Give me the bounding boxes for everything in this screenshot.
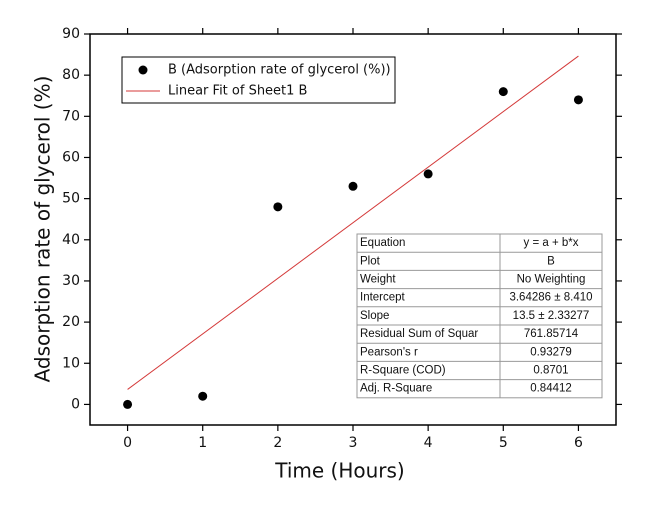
table-value: 13.5 ± 2.33277	[513, 310, 590, 322]
table-value: B	[547, 255, 555, 267]
table-key: Residual Sum of Squar	[360, 328, 478, 340]
table-key: Pearson's r	[360, 346, 418, 358]
table-value: 761.85714	[524, 328, 579, 340]
data-point	[273, 202, 283, 212]
table-key: Plot	[360, 255, 381, 267]
y-tick-label: 30	[62, 273, 80, 289]
y-tick-label: 40	[62, 232, 80, 248]
data-point	[198, 391, 208, 401]
x-tick-label: 1	[198, 435, 207, 451]
table-value: 3.64286 ± 8.410	[509, 292, 592, 304]
table-value: 0.93279	[530, 346, 572, 358]
y-tick-label: 10	[62, 355, 80, 371]
table-value: 0.8701	[533, 365, 568, 377]
table-key: R-Square (COD)	[360, 365, 446, 377]
legend-marker	[138, 65, 148, 75]
y-tick-label: 80	[62, 67, 80, 83]
data-point	[348, 181, 358, 191]
table-key: Adj. R-Square	[360, 383, 432, 395]
x-tick-label: 0	[123, 435, 132, 451]
legend-label: Linear Fit of Sheet1 B	[168, 84, 307, 99]
table-value: No Weighting	[517, 274, 586, 286]
x-tick-label: 3	[349, 435, 358, 451]
table-value: 0.84412	[530, 383, 572, 395]
y-tick-label: 60	[62, 149, 80, 165]
y-tick-label: 90	[62, 26, 80, 42]
data-point	[123, 399, 133, 409]
table-value: y = a + b*x	[524, 237, 579, 249]
data-point	[423, 169, 433, 179]
y-axis-label: Adsorption rate of glycerol (%)	[31, 76, 55, 383]
stats-table	[356, 233, 603, 399]
legend-label: B (Adsorption rate of glycerol (%))	[168, 63, 391, 78]
x-axis-label: Time (Hours)	[274, 459, 405, 483]
y-tick-label: 0	[71, 396, 80, 412]
x-tick-label: 5	[499, 435, 508, 451]
y-tick-label: 50	[62, 191, 80, 207]
table-key: Equation	[360, 237, 405, 249]
y-tick-label: 20	[62, 314, 80, 330]
table-key: Weight	[360, 274, 396, 286]
fit-line	[127, 55, 579, 390]
data-point	[573, 95, 583, 105]
x-tick-label: 4	[424, 435, 433, 451]
legend-box	[121, 56, 396, 104]
x-tick-label: 6	[574, 435, 583, 451]
x-tick-label: 2	[273, 435, 282, 451]
y-tick-label: 70	[62, 108, 80, 124]
table-key: Slope	[360, 310, 389, 322]
data-point	[498, 87, 508, 97]
table-key: Intercept	[360, 292, 406, 304]
